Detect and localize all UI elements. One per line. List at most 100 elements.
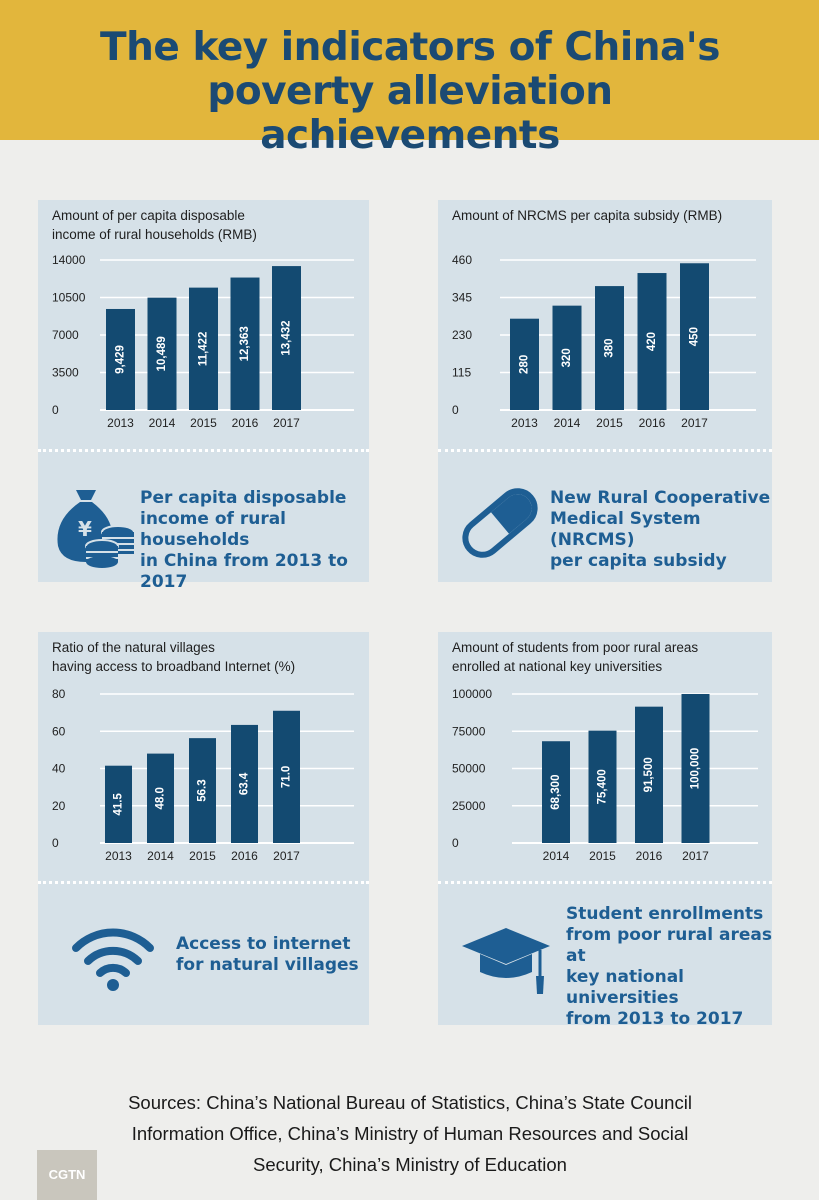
bar-value-label: 48.0 [155,787,167,809]
y-tick-label: 0 [52,403,59,417]
x-tick-label: 2016 [232,416,259,430]
y-tick-label: 230 [452,328,472,342]
y-tick-label: 115 [452,366,471,380]
divider [438,449,772,452]
x-tick-label: 2016 [636,849,663,863]
y-tick-label: 0 [452,403,459,417]
page-title: The key indicators of China's poverty al… [100,25,720,158]
x-tick-label: 2013 [107,416,134,430]
bar-value-label: 320 [561,348,573,367]
chart-title-line: Ratio of the natural villages [52,640,215,655]
y-tick-label: 0 [52,836,59,850]
pill-capsule-icon [462,488,538,558]
y-tick-label: 50000 [452,762,486,776]
bar-value-label: 450 [689,327,701,346]
bar-value-label: 63.4 [239,772,251,795]
bar-value-label: 12,363 [239,326,251,361]
bar [231,724,258,843]
x-tick-label: 2014 [554,416,581,430]
divider [38,881,369,884]
chart-student-enrollment: 0 25000 50000 75000 100000 68,300 2014 75,400 20… [452,687,758,863]
bar [595,286,624,410]
cgtn-logo: CGTN [37,1150,97,1200]
y-tick-label: 80 [52,687,66,701]
x-tick-label: 2014 [543,849,570,863]
bar-value-label: 71.0 [281,766,293,788]
bar-value-label: 68,300 [550,775,562,810]
chart-title: Amount of per capita disposable income o… [52,206,257,244]
bar [552,305,582,410]
chart-title-line: income of rural households (RMB) [52,227,257,242]
chart-nrcms-subsidy: 0 115 230 345 460 280 2013 320 2014 380 2015 420 201… [452,253,756,430]
chart-broadband-villages: 0 20 40 60 80 41.5 2013 48.0 2014 56.3 2015 63.4 201… [52,687,354,863]
x-tick-label: 2015 [189,849,216,863]
x-tick-label: 2017 [273,416,300,430]
bar [230,277,260,410]
panel-broadband-villages: Ratio of the natural villages having acc… [38,632,369,1025]
y-tick-label: 60 [52,724,66,738]
y-tick-label: 3500 [52,366,79,380]
bar [189,738,216,843]
x-tick-label: 2016 [231,849,258,863]
chart-rural-income: 0 3500 7000 10500 14000 9,429 2013 10,489 2014 11… [52,253,354,430]
divider [438,881,772,884]
sources-text: Sources: China’s National Bureau of Stat… [128,1092,692,1175]
bar [635,706,663,843]
money-bag-coins-icon: ¥ [57,490,135,568]
y-tick-label: 40 [52,762,66,776]
bar-value-label: 91,500 [643,757,655,792]
panel-rural-income: Amount of per capita disposable income o… [38,200,369,592]
bar [680,263,709,410]
bar [272,266,301,410]
bar [106,308,135,410]
bar-value-label: 41.5 [113,793,125,816]
bar-value-label: 13,432 [281,320,293,355]
y-tick-label: 0 [452,836,459,850]
x-tick-label: 2014 [147,849,174,863]
x-tick-label: 2017 [682,849,709,863]
panel-description: Student enrollments from poor rural area… [566,904,772,1029]
divider [38,449,369,452]
bar-value-label: 10,489 [156,336,168,371]
bar [105,765,132,843]
bar-value-label: 11,422 [198,332,210,367]
svg-text:¥: ¥ [78,517,92,541]
y-tick-label: 10500 [52,291,86,305]
chart-title: Ratio of the natural villages having acc… [52,638,295,676]
y-tick-label: 20 [52,799,66,813]
y-tick-label: 25000 [452,799,486,813]
x-tick-label: 2015 [190,416,217,430]
chart-title-line: enrolled at national key universities [452,659,663,674]
chart-title-line: having access to broadband Internet (%) [52,659,296,674]
y-tick-label: 14000 [52,253,86,267]
wifi-icon [72,928,154,991]
y-tick-label: 7000 [52,328,79,342]
x-tick-label: 2016 [639,416,666,430]
bar-value-label: 100,000 [690,748,702,790]
bar [681,694,710,843]
bar-value-label: 9,429 [115,345,127,374]
header-banner: The key indicators of China's poverty al… [0,0,819,158]
chart-title-line: Amount of NRCMS per capita subsidy (RMB) [452,208,723,223]
panel-nrcms-subsidy: Amount of NRCMS per capita subsidy (RMB)… [438,200,772,582]
y-tick-label: 100000 [452,687,492,701]
bar [189,287,218,410]
bar-value-label: 280 [519,355,531,374]
x-tick-label: 2017 [273,849,300,863]
y-tick-label: 460 [452,253,472,267]
panel-student-enrollment: Amount of students from poor rural areas… [438,632,772,1029]
panel-description: New Rural Cooperative Medical System (NR… [550,488,771,571]
graduation-cap-icon [462,928,550,994]
bar-value-label: 380 [604,338,616,357]
bar [273,710,300,843]
panel-description: Access to internet for natural villages [176,934,359,975]
x-tick-label: 2015 [596,416,623,430]
bar [542,741,570,843]
bar [588,730,617,843]
chart-title-line: Amount of students from poor rural areas [452,640,699,655]
y-tick-label: 345 [452,291,472,305]
x-tick-label: 2017 [681,416,708,430]
x-tick-label: 2013 [105,849,132,863]
chart-title-line: Amount of per capita disposable [52,208,245,223]
panel-description: Per capita disposable income of rural ho… [140,488,348,592]
